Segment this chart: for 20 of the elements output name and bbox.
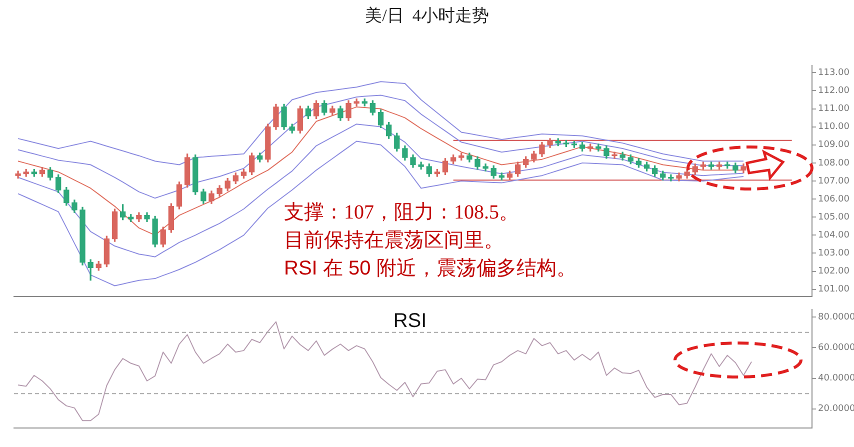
y-tick-label: 104.00: [818, 230, 850, 241]
annotation: RSI 在 50 附近，震荡偏多结构。: [284, 257, 576, 280]
y-tick-label: 111.00: [818, 104, 850, 114]
y-tick-label: 110.00: [818, 122, 850, 132]
candlestick: [668, 174, 674, 182]
y-tick-label: 101.00: [818, 284, 850, 295]
annotation: RSI: [393, 310, 427, 332]
annotation: 目前保持在震荡区间里。: [284, 229, 504, 252]
y-tick-label: 103.00: [818, 248, 850, 259]
y-tick-label: 107.00: [818, 176, 850, 186]
y-tick-label: 106.00: [818, 194, 850, 204]
y-tick-label: 102.00: [818, 266, 850, 277]
chart-title: 美/日 4小时走势: [364, 5, 490, 27]
annotation: 支撑：107，阻力：108.5。: [284, 201, 519, 224]
y-tick-label: 108.00: [818, 158, 850, 168]
candlestick: [612, 152, 618, 159]
y-tick-label: 109.00: [818, 140, 850, 150]
y-tick-label: 112.00: [818, 86, 850, 96]
y-tick-label: 105.00: [818, 212, 850, 222]
y-tick-label: 113.00: [818, 68, 850, 78]
